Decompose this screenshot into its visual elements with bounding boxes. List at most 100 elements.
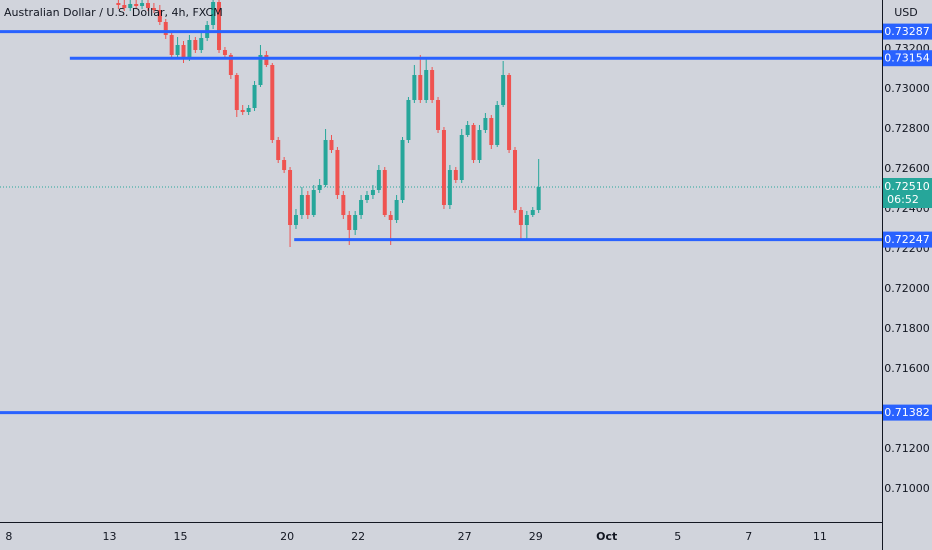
- candle-body: [459, 135, 464, 180]
- candle-body: [240, 110, 245, 112]
- candle-body: [128, 4, 133, 8]
- x-tick-label: Oct: [596, 530, 617, 543]
- candle-body: [122, 5, 127, 8]
- y-tick-label: 0.72600: [884, 162, 930, 175]
- candle-body: [234, 75, 239, 110]
- candle-body: [317, 185, 322, 190]
- candle-body: [217, 2, 222, 50]
- candle-body: [495, 105, 500, 145]
- candle-body: [518, 210, 523, 225]
- x-tick-label: 5: [674, 530, 681, 543]
- y-tick-label: 0.71000: [884, 482, 930, 495]
- candle-body: [323, 140, 328, 185]
- axes: 0.732000.730000.728000.726000.724000.722…: [5, 23, 932, 543]
- candle-body: [453, 170, 458, 180]
- candle-body: [187, 40, 192, 58]
- candle-body: [447, 170, 452, 205]
- candle-body: [347, 215, 352, 230]
- y-tick-label: 0.73000: [884, 82, 930, 95]
- candle-body: [412, 75, 417, 100]
- candle-body: [228, 55, 233, 75]
- candle-body: [430, 70, 435, 100]
- candle-body: [305, 195, 310, 215]
- candle-body: [436, 100, 441, 130]
- candle-body: [471, 125, 476, 160]
- plot-area: [0, 0, 882, 415]
- price-label-box: [883, 404, 932, 421]
- candle-body: [169, 35, 174, 55]
- candle-body: [536, 187, 541, 210]
- candle-body: [483, 118, 488, 130]
- y-tick-label: 0.71600: [884, 362, 930, 375]
- price-label: 0.73287: [884, 25, 930, 38]
- y-tick-label: 0.72800: [884, 122, 930, 135]
- candle-body: [140, 3, 145, 6]
- candle-body: [329, 140, 334, 150]
- candle-body: [370, 190, 375, 195]
- chart-title: Australian Dollar / U.S. Dollar, 4h, FXC…: [4, 6, 223, 19]
- candle-body: [335, 150, 340, 195]
- candle-body: [145, 3, 150, 8]
- candle-body: [151, 8, 156, 10]
- price-label-box: [883, 23, 932, 40]
- candle-body: [465, 125, 470, 135]
- candle-body: [199, 38, 204, 50]
- candle-body: [400, 140, 405, 200]
- y-tick-label: 0.72000: [884, 282, 930, 295]
- candle-body: [293, 215, 298, 225]
- candle-body: [282, 160, 287, 170]
- x-tick-label: 27: [458, 530, 472, 543]
- candle-body: [341, 195, 346, 215]
- candle-body: [382, 170, 387, 215]
- candle-body: [376, 170, 381, 190]
- price-label: 0.72247: [884, 233, 930, 246]
- candle-body: [299, 195, 304, 215]
- candle-body: [211, 2, 216, 25]
- candle-body: [530, 210, 535, 215]
- y-tick-label: 0.71200: [884, 442, 930, 455]
- x-tick-label: 22: [351, 530, 365, 543]
- candle-body: [353, 215, 358, 230]
- candle-body: [264, 55, 269, 65]
- candle-body: [134, 4, 139, 6]
- price-label: 0.71382: [884, 406, 930, 419]
- candle-body: [418, 75, 423, 100]
- candle-body: [246, 108, 251, 112]
- candle-body: [288, 170, 293, 225]
- candle-body: [163, 22, 168, 35]
- candle-body: [116, 3, 121, 5]
- candle-body: [311, 190, 316, 215]
- candle-body: [512, 150, 517, 210]
- candle-body: [222, 50, 227, 55]
- last-price-label: 0.72510: [884, 180, 930, 193]
- x-tick-label: 20: [280, 530, 294, 543]
- countdown-label: 06:52: [887, 193, 919, 206]
- candle-body: [406, 100, 411, 140]
- price-label: 0.73154: [884, 52, 930, 65]
- candle-body: [489, 118, 494, 145]
- candle-body: [477, 130, 482, 160]
- candle-body: [359, 200, 364, 215]
- x-tick-label: 13: [103, 530, 117, 543]
- price-label-box: [883, 231, 932, 248]
- x-tick-label: 15: [174, 530, 188, 543]
- candle-body: [501, 75, 506, 105]
- candle-body: [157, 10, 162, 22]
- candle-body: [276, 140, 281, 160]
- candle-body: [270, 65, 275, 140]
- x-tick-label: 29: [529, 530, 543, 543]
- candle-body: [388, 215, 393, 220]
- candle-body: [258, 55, 263, 85]
- candle-body: [365, 195, 370, 200]
- candle-body: [507, 75, 512, 150]
- candle-body: [441, 130, 446, 205]
- x-tick-label: 7: [745, 530, 752, 543]
- candle-body: [193, 40, 198, 50]
- candle-body: [524, 215, 529, 225]
- candle-body: [175, 45, 180, 55]
- price-label-box: [883, 50, 932, 67]
- currency-label: USD: [894, 6, 918, 19]
- candle-body: [394, 200, 399, 220]
